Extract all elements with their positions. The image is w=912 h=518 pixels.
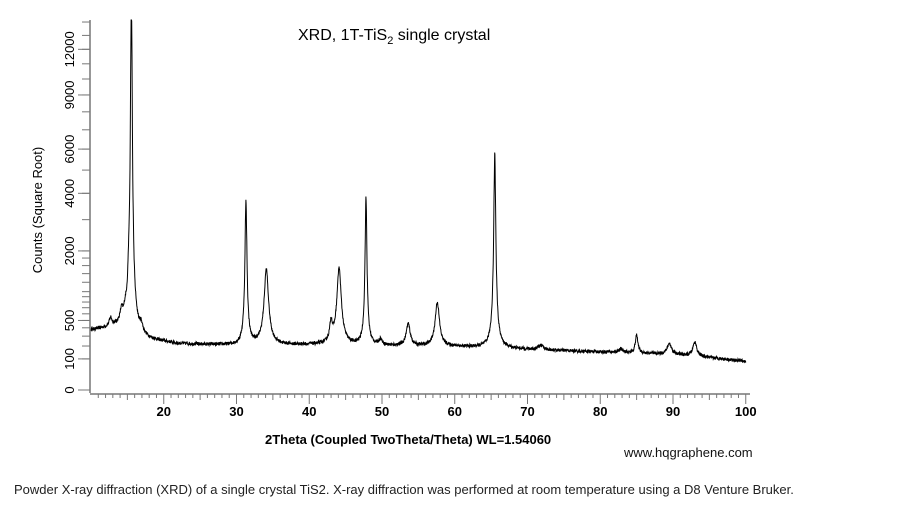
y-tick-label: 12000 bbox=[62, 31, 77, 67]
figure-caption: Powder X-ray diffraction (XRD) of a sing… bbox=[14, 482, 794, 497]
chart-title: XRD, 1T-TiS2 single crystal bbox=[298, 27, 490, 47]
x-tick-label: 40 bbox=[302, 404, 316, 419]
watermark: www.hqgraphene.com bbox=[624, 445, 753, 460]
y-tick-label: 500 bbox=[62, 310, 77, 332]
x-tick-label: 60 bbox=[448, 404, 462, 419]
y-tick-label: 0 bbox=[62, 386, 77, 393]
xrd-series-line bbox=[90, 19, 747, 364]
x-tick-label: 30 bbox=[229, 404, 243, 419]
y-tick-label: 100 bbox=[62, 348, 77, 370]
y-tick-label: 4000 bbox=[62, 179, 77, 208]
y-tick-label: 9000 bbox=[62, 80, 77, 109]
x-tick-label: 90 bbox=[666, 404, 680, 419]
xrd-chart: XRD, 1T-TiS2 single crystal 20 30 40 50 60 70… bbox=[30, 19, 757, 447]
y-axis-label: Counts (Square Root) bbox=[30, 147, 45, 273]
y-tick-label: 6000 bbox=[62, 135, 77, 164]
x-tick-label: 70 bbox=[520, 404, 534, 419]
x-tick-label: 100 bbox=[735, 404, 757, 419]
x-tick-label: 80 bbox=[593, 404, 607, 419]
x-tick-label: 50 bbox=[375, 404, 389, 419]
x-tick-label: 20 bbox=[157, 404, 171, 419]
x-axis-label: 2Theta (Coupled TwoTheta/Theta) WL=1.540… bbox=[265, 432, 551, 447]
y-tick-label: 2000 bbox=[62, 236, 77, 265]
